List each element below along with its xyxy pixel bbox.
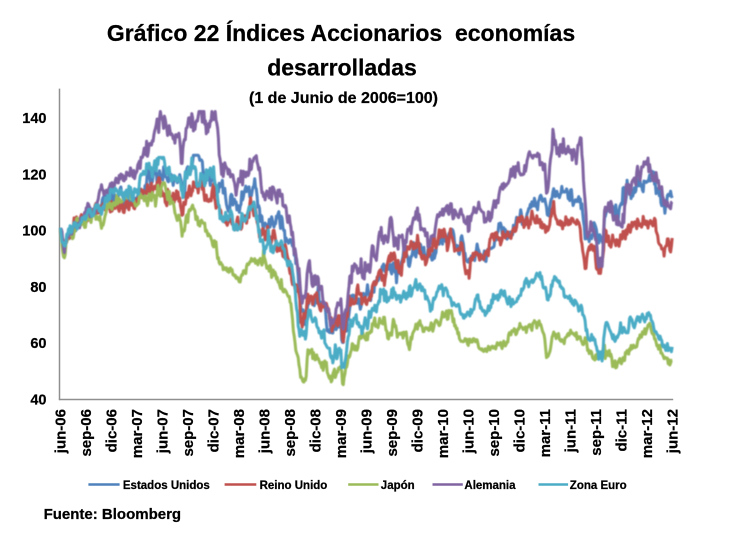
svg-text:Gráfico 22 Índices Accionarios: Gráfico 22 Índices Accionarios economías (107, 19, 575, 46)
svg-text:dic-08: dic-08 (308, 409, 325, 452)
svg-text:sep-07: sep-07 (180, 409, 197, 457)
svg-text:120: 120 (22, 167, 46, 183)
svg-text:jun-07: jun-07 (155, 409, 172, 454)
svg-text:dic-10: dic-10 (512, 409, 529, 452)
svg-text:mar-12: mar-12 (639, 409, 656, 458)
svg-text:dic-07: dic-07 (206, 409, 223, 452)
svg-text:jun-09: jun-09 (359, 409, 376, 454)
svg-text:60: 60 (30, 336, 46, 352)
svg-text:mar-10: mar-10 (435, 409, 452, 458)
svg-text:jun-06: jun-06 (53, 409, 70, 454)
svg-text:mar-11: mar-11 (537, 409, 554, 457)
svg-text:Japón: Japón (381, 480, 415, 492)
svg-text:Alemania: Alemania (464, 480, 516, 492)
svg-text:100: 100 (22, 224, 46, 240)
svg-text:desarrolladas: desarrolladas (267, 55, 417, 81)
svg-text:140: 140 (22, 111, 46, 127)
svg-text:Fuente: Bloomberg: Fuente: Bloomberg (44, 506, 182, 523)
svg-text:sep-09: sep-09 (384, 409, 401, 457)
svg-text:80: 80 (30, 280, 46, 296)
svg-text:jun-12: jun-12 (664, 409, 681, 454)
svg-text:sep-08: sep-08 (282, 409, 299, 457)
svg-text:mar-09: mar-09 (333, 409, 350, 458)
svg-text:jun-11: jun-11 (562, 409, 579, 453)
svg-text:40: 40 (30, 393, 46, 409)
svg-text:Reino Unido: Reino Unido (260, 480, 328, 492)
svg-text:dic-06: dic-06 (104, 409, 121, 452)
svg-text:mar-08: mar-08 (231, 409, 248, 458)
svg-text:Zona Euro: Zona Euro (570, 480, 627, 492)
svg-text:jun-08: jun-08 (257, 409, 274, 454)
svg-text:dic-09: dic-09 (410, 409, 427, 452)
svg-text:sep-10: sep-10 (486, 409, 503, 457)
svg-text:jun-10: jun-10 (461, 409, 478, 454)
svg-text:sep-11: sep-11 (588, 409, 605, 456)
svg-text:dic-11: dic-11 (613, 409, 630, 452)
svg-text:Estados Unidos: Estados Unidos (123, 480, 210, 492)
svg-text:sep-06: sep-06 (78, 409, 95, 457)
svg-text:mar-07: mar-07 (129, 409, 146, 458)
svg-text:(1 de Junio de 2006=100): (1 de Junio de 2006=100) (249, 90, 438, 107)
